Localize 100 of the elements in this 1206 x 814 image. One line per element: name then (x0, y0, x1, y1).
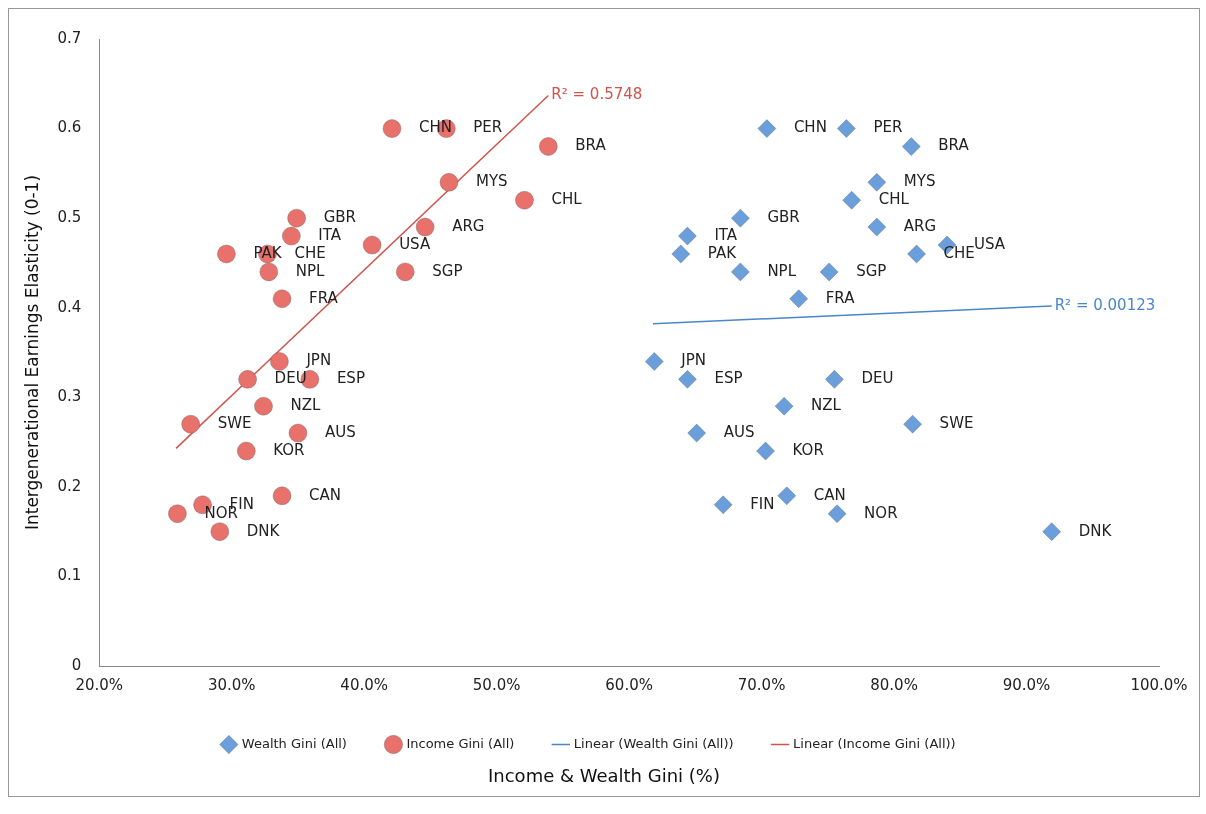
y-tick-label: 0.1 (57, 566, 82, 585)
x-tick-label: 30.0% (207, 675, 256, 694)
data-label: JPN (305, 351, 332, 370)
data-label: NZL (290, 396, 322, 415)
point (903, 414, 923, 434)
point (236, 441, 256, 461)
data-label: PAK (707, 243, 738, 262)
point (238, 369, 258, 389)
point (1042, 522, 1062, 542)
data-label: GBR (323, 208, 356, 227)
point (757, 119, 777, 139)
data-label: BRA (938, 136, 970, 155)
point (789, 289, 809, 309)
data-label: DEU (861, 369, 894, 388)
point (730, 262, 750, 282)
data-label: FRA (825, 288, 856, 307)
data-label: ESP (336, 369, 365, 388)
data-label: ITA (318, 225, 342, 244)
point (269, 351, 289, 371)
x-tick-label: 50.0% (472, 675, 521, 694)
x-tick-label: 90.0% (1002, 675, 1051, 694)
data-label: ARG (903, 216, 937, 235)
data-label: CAN (813, 485, 846, 504)
data-label: ITA (714, 225, 738, 244)
point (756, 441, 776, 461)
point (281, 226, 301, 246)
x-tick-label: 40.0% (340, 675, 389, 694)
y-axis-title: Intergenerational Earnings Elasticity (0-1) (21, 174, 42, 531)
legend-label: Linear (Wealth Gini (All)) (573, 735, 734, 751)
data-label: SWE (939, 414, 974, 433)
data-label: KOR (792, 440, 824, 459)
x-tick-label: 70.0% (737, 675, 786, 694)
legend-label: Income Gini (All) (406, 735, 515, 751)
data-label: USA (974, 234, 1006, 253)
point (167, 504, 187, 524)
data-label: CHN (793, 118, 827, 137)
y-tick-label: 0 (71, 655, 82, 674)
y-tick-label: 0.6 (57, 118, 82, 137)
point (867, 217, 887, 237)
data-label: CHE (294, 243, 326, 262)
data-label: SWE (217, 414, 252, 433)
data-label: DNK (246, 521, 281, 540)
y-tick-label: 0.5 (57, 208, 82, 227)
point (687, 423, 707, 443)
data-label: CHL (551, 190, 583, 209)
x-tick-label: 100.0% (1130, 675, 1188, 694)
data-label: KOR (273, 440, 305, 459)
point (538, 136, 558, 156)
y-tick-label: 0.7 (57, 28, 82, 47)
data-label: MYS (475, 172, 508, 191)
point (901, 136, 921, 156)
x-tick-label: 80.0% (870, 675, 918, 694)
point (677, 369, 697, 389)
point (272, 289, 292, 309)
point (777, 486, 797, 506)
x-axis-title: Income & Wealth Gini (%) (487, 764, 721, 788)
x-tick-label: 60.0% (605, 675, 653, 694)
data-label: DNK (1078, 521, 1113, 540)
data-label: ESP (714, 369, 743, 388)
data-label: USA (399, 234, 431, 253)
point (836, 119, 856, 139)
y-tick-label: 0.2 (57, 476, 82, 495)
point (907, 244, 927, 264)
point (644, 351, 664, 371)
data-label: NOR (864, 503, 898, 522)
y-tick-label: 0.4 (57, 297, 82, 316)
data-label: PER (873, 118, 903, 137)
point (439, 172, 459, 192)
point (842, 190, 862, 210)
data-label: SGP (432, 261, 463, 280)
point (287, 208, 307, 228)
data-label: NPL (767, 261, 797, 280)
data-label: NZL (811, 396, 842, 415)
point (288, 423, 308, 443)
point (272, 486, 292, 506)
annotation: R² = 0.5748 (551, 85, 643, 104)
data-label: AUS (723, 423, 755, 441)
data-label: FIN (750, 494, 775, 513)
data-label: CHL (878, 190, 910, 209)
y-tick-label: 0.3 (57, 387, 82, 406)
data-label: ARG (452, 216, 485, 235)
point (774, 396, 794, 416)
data-label: AUS (324, 423, 356, 441)
annotation: R² = 0.00123 (1054, 295, 1156, 314)
data-label: JPN (680, 351, 706, 370)
data-label: SGP (856, 261, 887, 280)
x-tick-label: 20.0% (75, 675, 124, 694)
data-label: BRA (575, 136, 607, 155)
data-label: CHE (943, 243, 975, 262)
point (210, 522, 230, 542)
point (362, 235, 382, 255)
data-label: NPL (295, 261, 326, 280)
point (824, 369, 844, 389)
point (395, 262, 415, 282)
point (216, 244, 236, 264)
data-label: MYS (903, 172, 936, 191)
point (181, 414, 201, 434)
point (730, 208, 750, 228)
point (382, 119, 402, 139)
point (827, 504, 847, 524)
